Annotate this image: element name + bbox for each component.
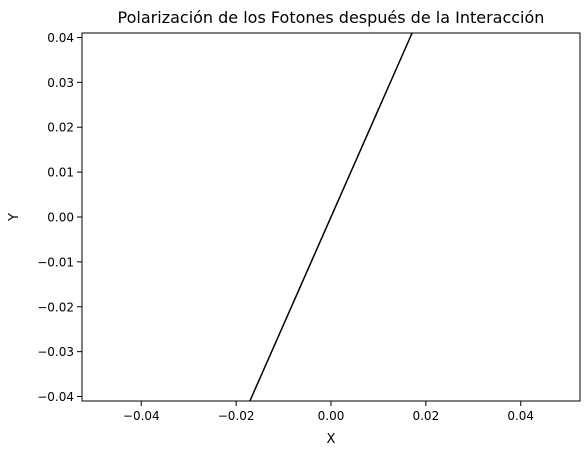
x-tick-label: 0.04	[507, 409, 534, 423]
x-tick-label: 0.00	[318, 409, 345, 423]
x-axis-label: X	[327, 432, 336, 447]
plot-frame	[81, 32, 581, 402]
y-tick-label: 0.01	[47, 166, 74, 180]
y-tick-label: −0.01	[37, 255, 74, 269]
series-line-0	[249, 32, 413, 402]
y-tick-label: −0.02	[37, 300, 74, 314]
x-tick-label: 0.02	[412, 409, 439, 423]
y-tick-label: 0.04	[47, 31, 74, 45]
y-axis-label: Y	[7, 213, 22, 222]
y-tick-label: −0.04	[37, 390, 74, 404]
ticks-layer: −0.04 −0.02 0.00 0.02 0.04 −0.04 −0.03 −0.02 −0.…	[37, 31, 534, 423]
chart-title: Polarización de los Fotones después de l…	[118, 8, 545, 27]
series-layer	[249, 32, 413, 402]
y-tick-label: 0.03	[47, 76, 74, 90]
y-tick-label: −0.03	[37, 345, 74, 359]
y-tick-label: 0.02	[47, 121, 74, 135]
x-tick-label: −0.02	[218, 409, 255, 423]
y-tick-label: 0.00	[47, 211, 74, 225]
x-tick-label: −0.04	[123, 409, 160, 423]
